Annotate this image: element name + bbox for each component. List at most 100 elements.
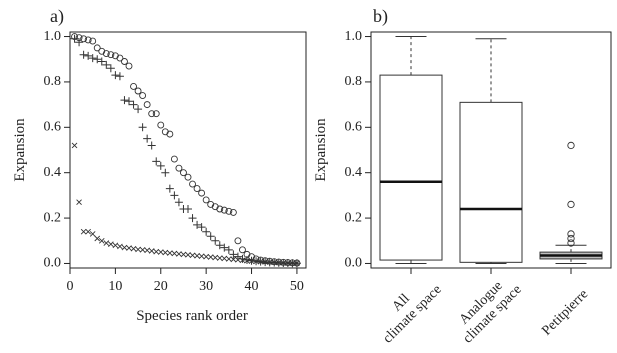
plus-point (120, 96, 129, 105)
panel-a-y-tick-label: 0.0 (44, 256, 62, 271)
cross-point (289, 260, 296, 266)
circle-point (189, 180, 196, 188)
panel-b-y-tick-label: 0.4 (345, 165, 363, 180)
cross-point (230, 256, 237, 263)
circle-point (229, 208, 237, 216)
circle-point (166, 130, 174, 138)
cross-point (221, 255, 228, 262)
cross-point (239, 257, 246, 264)
plus-point (79, 50, 88, 59)
plus-point (93, 55, 102, 64)
plus-point (156, 161, 165, 170)
cross-point (167, 250, 173, 256)
plus-point (174, 198, 183, 207)
cross-point (89, 231, 96, 237)
plus-point (202, 227, 211, 236)
panel-a-y-tick-label: 0.8 (44, 74, 62, 89)
cross-point (294, 260, 300, 267)
circle-point (125, 62, 133, 70)
category-label-line: Petitpierre (539, 287, 591, 339)
cross-point (266, 259, 273, 265)
plus-point (129, 100, 138, 109)
circle-point (239, 246, 246, 254)
plus-point (111, 71, 120, 80)
cross-point (280, 259, 287, 266)
plus-point (138, 123, 147, 132)
cross-point (135, 246, 141, 253)
cross-point (85, 228, 91, 235)
cross-point (80, 228, 87, 235)
cross-point (212, 254, 219, 261)
cross-point (194, 252, 200, 259)
panel-b-y-tick-label: 1.0 (345, 29, 363, 44)
cross-point (144, 247, 150, 254)
circle-point (134, 87, 142, 95)
cross-point (185, 252, 191, 258)
circle-point (93, 44, 101, 52)
plus-point (84, 51, 93, 60)
circle-point (130, 83, 137, 90)
outlier-point (567, 239, 575, 247)
panel-b-y-tick-label: 0.0 (345, 256, 363, 271)
circle-point (84, 36, 92, 44)
plus-point (224, 245, 233, 254)
outlier-point (567, 141, 575, 150)
plus-point (188, 214, 197, 223)
box (459, 101, 523, 263)
panel-a-y-tick-label: 0.4 (44, 165, 62, 180)
cross-point (248, 258, 255, 265)
panel-a-x-tick-label: 40 (245, 279, 259, 294)
plus-point (70, 34, 79, 43)
cross-point (235, 257, 241, 263)
cross-point (153, 248, 160, 255)
circle-point (107, 51, 115, 59)
cross-point (121, 244, 128, 251)
panel-a-y-axis-label: Expansion (12, 118, 28, 182)
plus-point (211, 236, 220, 245)
panel-b-boxes (379, 36, 603, 264)
panel-a-y-axis: 0.0 0.2 0.4 0.6 0.8 1.0 (44, 29, 70, 271)
cross-point (180, 251, 187, 258)
panel-b-y-tick-label: 0.6 (345, 120, 363, 135)
circle-point (180, 169, 187, 177)
box (379, 74, 443, 261)
panel-a: a) 0.0 0.2 0.4 0.6 0.8 1.0 0 10 20 30 40 50 Specie… (12, 6, 307, 324)
cross-point (103, 240, 110, 246)
circle-point (175, 164, 183, 172)
plus-point (170, 191, 179, 200)
panel-a-x-tick-label: 10 (108, 279, 122, 294)
cross-point (257, 258, 264, 265)
plus-point (147, 141, 156, 150)
panel-a-x-axis: 0 10 20 30 40 50 (67, 268, 304, 294)
panel-b-y-axis: 0.0 0.2 0.4 0.6 0.8 1.0 (345, 29, 371, 271)
circle-point (184, 173, 192, 181)
circle-point (234, 237, 242, 245)
panel-a-x-tick-label: 30 (199, 279, 213, 294)
circle-point (152, 110, 160, 118)
plus-point (243, 256, 251, 265)
panel-a-points (70, 33, 301, 268)
circle-point (121, 58, 128, 65)
circle-point (193, 185, 201, 193)
plus-point (134, 105, 143, 114)
plus-point (152, 157, 161, 166)
cross-point (148, 248, 155, 254)
cross-point (198, 253, 205, 260)
panel-a-x-tick-label: 0 (67, 279, 74, 294)
panel-a-x-axis-label: Species rank order (136, 308, 248, 324)
cross-point (71, 142, 78, 149)
cross-point (108, 241, 114, 247)
plus-point (125, 97, 133, 106)
panel-a-y-tick-label: 0.2 (44, 210, 62, 225)
cross-point (203, 253, 209, 260)
plus-point (165, 184, 174, 193)
circle-point (143, 101, 151, 109)
cross-point (253, 258, 259, 265)
plus-point (193, 220, 202, 229)
circle-point (216, 205, 224, 213)
cross-point (157, 249, 164, 255)
outlier-point (567, 234, 575, 243)
cross-point (285, 260, 291, 266)
circle-point (80, 35, 88, 43)
outlier-point (567, 200, 575, 209)
